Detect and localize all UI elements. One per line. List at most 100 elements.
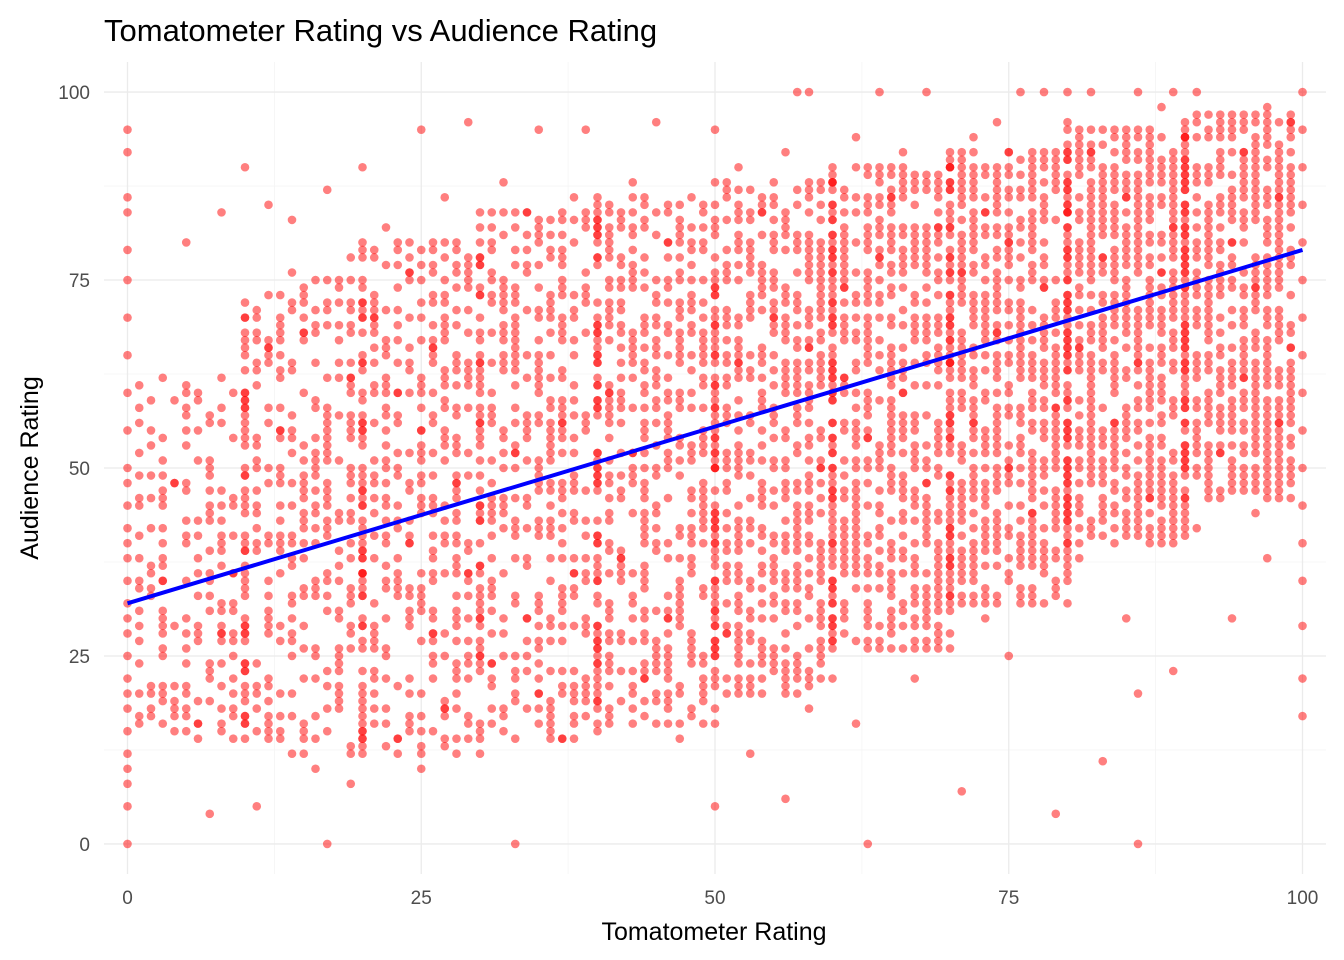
density-point	[428, 268, 438, 277]
density-point	[640, 313, 649, 322]
density-point	[875, 621, 884, 631]
density-point	[1098, 125, 1108, 134]
density-point	[228, 636, 238, 646]
density-point	[1051, 576, 1061, 586]
density-point	[769, 561, 779, 571]
density-point	[1251, 185, 1260, 195]
density-point	[358, 463, 367, 473]
density-point	[569, 471, 579, 480]
data-point	[252, 802, 262, 811]
data-point	[1286, 343, 1296, 353]
density-point	[1063, 223, 1072, 232]
density-point	[781, 674, 790, 683]
density-point	[1215, 411, 1225, 420]
density-point	[792, 335, 802, 345]
density-point	[1145, 478, 1155, 488]
density-point	[475, 418, 485, 428]
density-point	[499, 704, 508, 713]
density-point	[804, 245, 814, 255]
density-point	[945, 629, 955, 638]
density-point	[945, 441, 955, 450]
density-point	[1157, 200, 1166, 210]
density-point	[1168, 486, 1178, 495]
density-point	[358, 749, 367, 759]
density-point	[381, 644, 391, 653]
density-point	[710, 599, 720, 608]
density-point	[1274, 471, 1284, 480]
density-point	[851, 441, 861, 450]
density-point	[440, 734, 450, 743]
density-point	[828, 591, 837, 601]
density-point	[734, 373, 743, 383]
density-point	[792, 538, 802, 548]
density-point	[546, 501, 555, 510]
density-point	[557, 335, 567, 345]
density-point	[816, 185, 826, 195]
density-point	[980, 583, 990, 593]
density-point	[1027, 463, 1037, 473]
density-point	[1251, 117, 1260, 127]
density-point	[569, 516, 579, 525]
density-point	[522, 245, 532, 255]
density-point	[1051, 516, 1061, 525]
density-point	[745, 538, 755, 548]
density-point	[534, 659, 544, 668]
density-point	[546, 456, 555, 465]
density-point	[663, 456, 673, 465]
density-point	[510, 523, 520, 533]
data-point	[675, 734, 685, 743]
data-point	[1298, 200, 1307, 210]
density-point	[393, 681, 403, 691]
density-point	[886, 463, 896, 473]
data-point	[651, 508, 661, 518]
density-point	[581, 486, 591, 495]
density-point	[980, 463, 990, 473]
density-point	[158, 501, 168, 510]
density-point	[651, 696, 661, 706]
density-point	[745, 523, 755, 533]
density-point	[969, 170, 978, 180]
density-point	[1251, 373, 1260, 383]
density-point	[510, 208, 520, 217]
density-point	[452, 659, 461, 668]
density-point	[546, 704, 555, 713]
density-point	[510, 553, 520, 563]
density-point	[1051, 155, 1061, 165]
density-point	[487, 606, 497, 616]
density-point	[992, 411, 1002, 420]
density-point	[710, 546, 720, 556]
density-point	[1274, 215, 1284, 225]
density-point	[828, 298, 837, 307]
density-point	[475, 365, 485, 375]
density-point	[181, 644, 191, 653]
density-point	[804, 185, 814, 195]
density-point	[240, 508, 250, 518]
density-point	[240, 531, 250, 540]
density-point	[534, 418, 544, 428]
density-point	[616, 396, 626, 405]
density-point	[1145, 486, 1155, 495]
density-point	[534, 388, 544, 398]
density-point	[440, 298, 450, 307]
density-point	[734, 426, 743, 435]
density-point	[1215, 343, 1225, 353]
density-point	[980, 531, 990, 540]
density-point	[1145, 125, 1155, 134]
density-point	[1239, 268, 1249, 277]
data-point	[745, 493, 755, 503]
density-point	[1063, 501, 1072, 510]
density-point	[557, 260, 567, 270]
x-tick-label: 100	[1287, 888, 1319, 909]
density-point	[475, 501, 485, 510]
density-point	[299, 313, 309, 322]
density-point	[1180, 456, 1190, 465]
density-point	[1227, 147, 1237, 157]
density-point	[628, 478, 638, 488]
density-point	[346, 305, 356, 315]
density-point	[886, 583, 896, 593]
density-point	[663, 666, 673, 676]
density-point	[487, 456, 497, 465]
density-point	[628, 508, 638, 518]
density-point	[252, 433, 262, 443]
density-point	[546, 726, 555, 736]
